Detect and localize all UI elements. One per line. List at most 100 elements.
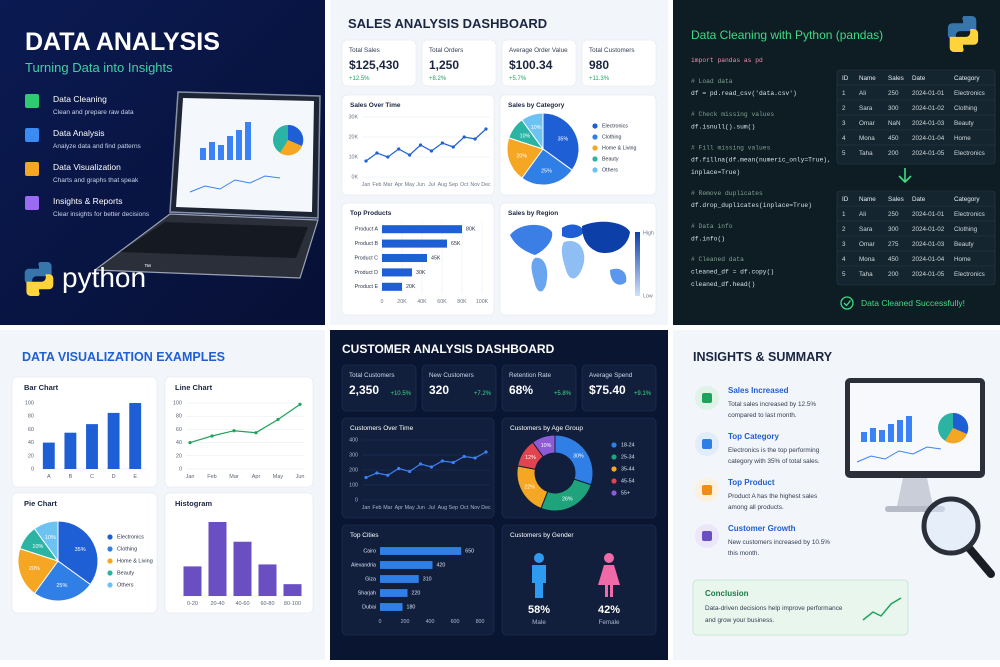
kpi-label: Total Customers xyxy=(349,372,395,379)
legend-swatch xyxy=(107,534,113,540)
person-head xyxy=(604,553,614,563)
x-tick-label: Dec xyxy=(481,182,491,188)
x-tick-label: Nov xyxy=(470,182,480,188)
line xyxy=(189,403,301,444)
point xyxy=(408,153,412,157)
table-cell: Clothing xyxy=(954,105,978,112)
slice xyxy=(506,137,544,179)
point xyxy=(397,466,401,471)
legend-swatch xyxy=(592,156,598,162)
x-tick-label: Jun xyxy=(416,505,425,511)
map-region xyxy=(582,221,630,254)
table-cell: Ali xyxy=(859,90,866,97)
table-header: Category xyxy=(954,75,980,82)
title: INSIGHTS & SUMMARY xyxy=(693,350,833,364)
table-cell: 2024-01-04 xyxy=(912,135,945,142)
card xyxy=(341,39,417,87)
bar xyxy=(233,541,252,596)
y-tick-label: 100 xyxy=(25,400,34,406)
logo-blue xyxy=(24,262,52,284)
table-cell: Beauty xyxy=(954,120,974,127)
title: DATA ANALYSIS xyxy=(25,28,220,56)
gender-value: 42% xyxy=(598,604,620,616)
y-tick-label: Alexandria xyxy=(351,562,376,568)
point xyxy=(276,417,280,422)
item-text: compared to last month. xyxy=(728,412,797,419)
code-line: import pandas as pd xyxy=(691,57,763,64)
map-region xyxy=(510,224,553,255)
item-title: Insights & Reports xyxy=(53,196,122,206)
y-tick-label: 200 xyxy=(349,467,358,473)
y-tick-label: 0K xyxy=(352,174,359,180)
item-desc: Analyze data and find patterns xyxy=(53,143,142,150)
slice xyxy=(542,112,580,171)
chart-title: Pie Chart xyxy=(24,499,57,508)
sales-panel: SALES ANALYSIS DASHBOARD Total Sales $125,… xyxy=(341,16,657,316)
logo-text: python xyxy=(62,262,146,293)
table-cell: 2024-01-01 xyxy=(912,90,945,97)
y-tick-label: Product C xyxy=(354,255,378,261)
x-tick-label: Jan xyxy=(362,182,371,188)
screen-bar xyxy=(870,428,876,442)
table-cell: 2024-01-05 xyxy=(912,271,945,278)
bar xyxy=(258,564,277,596)
logo-blue xyxy=(947,15,977,40)
check-mark xyxy=(843,300,852,307)
laptop-keys xyxy=(120,222,308,258)
person-body xyxy=(532,565,546,598)
code-line: df = pd.read_csv('data.csv') xyxy=(691,90,797,97)
code-line: # Cleaned data xyxy=(691,256,744,263)
item-text: Total sales increased by 12.5% xyxy=(728,401,816,408)
x-tick-label: Feb xyxy=(372,505,381,511)
code-line: df.fillna(df.mean(numeric_only=True), xyxy=(691,157,831,164)
bar xyxy=(283,584,302,596)
y-tick-label: 80 xyxy=(28,414,34,420)
y-tick-label: 100 xyxy=(349,482,358,488)
point xyxy=(254,431,258,435)
logo-yellow xyxy=(949,28,979,53)
item-desc: Charts and graphs that speak xyxy=(53,177,139,184)
legend-swatch xyxy=(592,134,598,140)
code-line: # Fill missing values xyxy=(691,144,771,151)
point xyxy=(418,462,423,466)
kpi-value: 980 xyxy=(589,58,609,72)
arrow xyxy=(898,168,912,184)
table-cell: Electronics xyxy=(954,150,985,157)
card xyxy=(501,364,577,412)
bar xyxy=(380,547,462,555)
x-tick-label: Nov xyxy=(470,505,480,511)
y-tick-label: 40 xyxy=(28,440,34,446)
table-cell: 450 xyxy=(888,135,899,142)
value-label: 80K xyxy=(466,227,476,233)
kpi-label: Average Order Value xyxy=(509,47,568,54)
point xyxy=(462,135,466,139)
slice xyxy=(33,520,59,563)
y-tick-label: Sharjah xyxy=(358,590,376,596)
x-tick-label: Oct xyxy=(460,505,469,511)
x-tick-label: 80-100 xyxy=(284,601,301,607)
value-label: 30K xyxy=(416,270,426,276)
slice-label: 35% xyxy=(75,547,86,553)
x-tick-label: Jan xyxy=(186,474,195,480)
bar xyxy=(382,253,427,263)
code-line: df.isnull().sum() xyxy=(691,123,755,130)
table-cell: 4 xyxy=(842,135,846,142)
legend-swatch xyxy=(107,558,113,564)
x-tick-label: 0 xyxy=(381,299,384,305)
status: Data Cleaned Successfully! xyxy=(861,298,965,308)
table-cell: 3 xyxy=(842,241,846,248)
slice-label: 12% xyxy=(525,455,536,461)
table-cell: 4 xyxy=(842,256,846,263)
slice-label: 10% xyxy=(520,133,531,139)
x-tick-label: Jan xyxy=(362,505,371,511)
item-text: Electronics is the top performing xyxy=(728,447,820,454)
card xyxy=(341,417,495,519)
kpi-value: 68% xyxy=(509,383,533,397)
table-cell: Electronics xyxy=(954,90,985,97)
card xyxy=(501,39,577,87)
x-tick-label: C xyxy=(90,474,94,480)
item-title: Data Visualization xyxy=(53,162,121,172)
table-cell: 250 xyxy=(888,211,899,218)
table-cell: 1 xyxy=(842,211,846,218)
value-label: 45K xyxy=(431,255,441,261)
